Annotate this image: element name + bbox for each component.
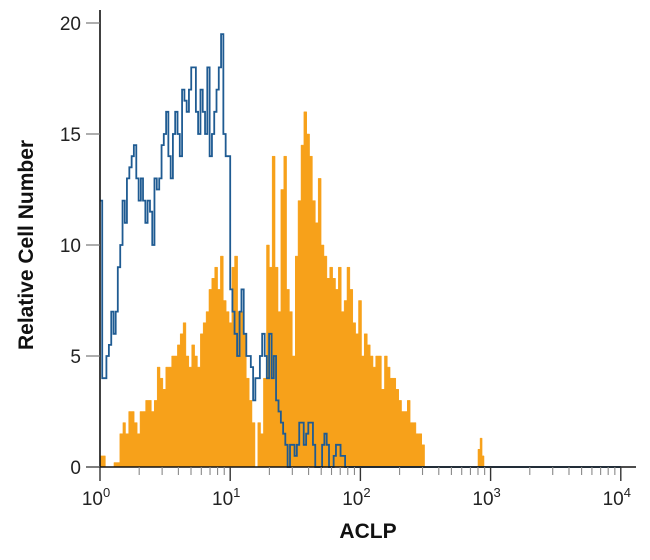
y-axis-title: Relative Cell Number (15, 140, 38, 350)
plot-area (99, 33, 621, 468)
isotype-outline-histogram (100, 33, 621, 468)
y-tick-label: 0 (70, 458, 81, 479)
x-ticks: 100 101 102 103 104 (82, 467, 631, 510)
y-tick-label: 20 (60, 14, 81, 35)
y-tick-label: 5 (70, 347, 81, 368)
x-tick-label: 103 (472, 485, 500, 510)
y-tick-label: 10 (60, 236, 81, 257)
aclp-filled-histogram (99, 111, 488, 468)
x-minor-ticks (138, 467, 616, 475)
x-tick-label: 100 (82, 485, 110, 510)
y-tick-label: 15 (60, 125, 81, 146)
x-axis-title: ACLP (339, 520, 396, 543)
x-tick-label: 104 (603, 485, 631, 510)
x-tick-label: 102 (342, 485, 370, 510)
x-tick-label: 101 (212, 485, 240, 510)
y-ticks: 0 5 10 15 20 (60, 14, 100, 479)
axes: 0 5 10 15 20 100 101 102 103 104 (60, 10, 636, 510)
